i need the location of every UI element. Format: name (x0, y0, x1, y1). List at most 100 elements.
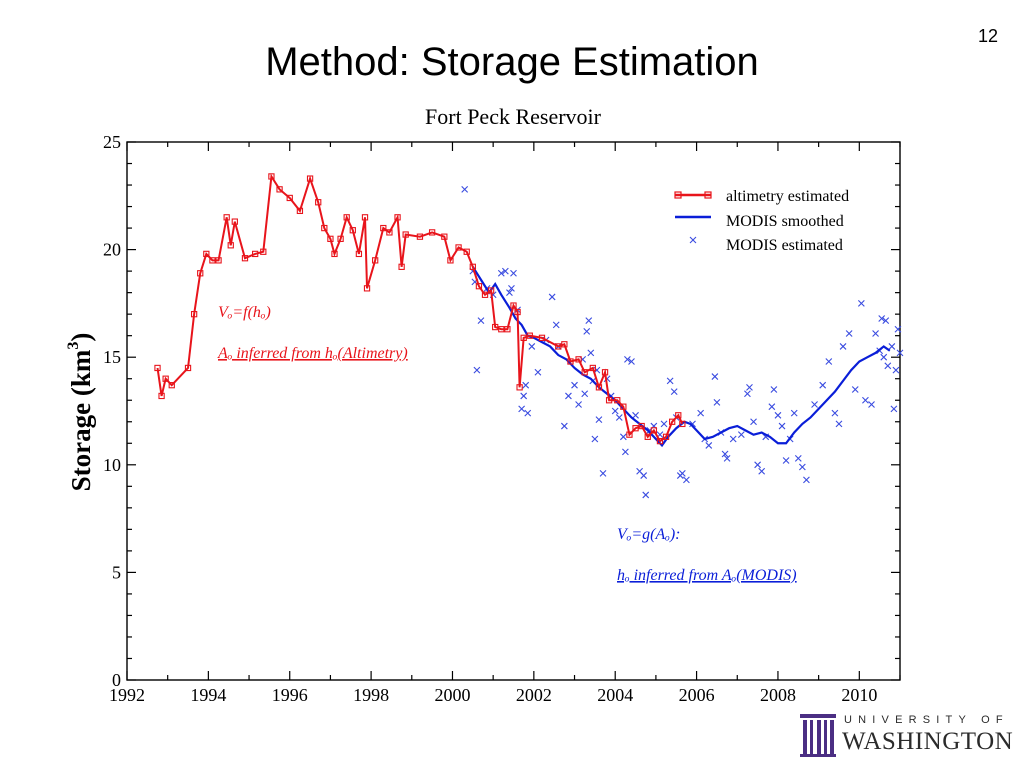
modis-estimated-point (697, 409, 705, 417)
altimetry-point (168, 382, 175, 389)
altimetry-point (343, 214, 350, 221)
x-tick-label: 2006 (679, 685, 715, 705)
altimetry-point (481, 291, 489, 298)
modis-estimated-point (683, 476, 690, 484)
logo-washington-text: WASHINGTON (842, 728, 1014, 755)
modis-estimated-point (642, 491, 650, 499)
modis-estimated-point (510, 269, 517, 277)
altimetry-point (526, 332, 533, 339)
modis-estimated-point (524, 409, 532, 417)
altimetry-point (662, 433, 670, 440)
altimetry-point (349, 227, 356, 234)
y-axis-label-close: ) (66, 333, 96, 342)
altimetry-point (372, 257, 379, 264)
modis-estimated-point (894, 325, 902, 333)
altimetry-point (398, 263, 405, 270)
modis-estimated-point (782, 457, 790, 464)
y-tick-label: 15 (103, 347, 121, 367)
altimetry-point (227, 242, 234, 249)
altimetry-point (514, 308, 521, 316)
altimetry-point (441, 233, 448, 240)
series-layer (154, 173, 904, 499)
modis-estimated-point (632, 411, 639, 419)
altimetry-point (361, 214, 369, 221)
modis-estimated-point (811, 401, 818, 408)
legend-modis-smoothed-label: MODIS smoothed (726, 213, 844, 230)
y-tick-label: 10 (103, 455, 121, 475)
altimetry-point (380, 224, 387, 232)
altimetry-point (669, 418, 676, 425)
uw-w-mark-icon (800, 714, 836, 757)
modis-estimated-point (619, 433, 627, 441)
modis-estimated-point (713, 399, 721, 406)
altimetry-point (321, 224, 328, 232)
modis-estimated-point (552, 321, 560, 329)
plot-frame (126, 141, 901, 681)
altimetry-point (215, 257, 222, 264)
altimetry-point (644, 433, 651, 440)
altimetry-point (447, 257, 454, 264)
modis-estimated-point (565, 392, 572, 400)
modis-estimated-point (872, 330, 879, 337)
modis-estimated-point (640, 472, 648, 479)
modis-estimated-point (857, 300, 865, 307)
modis-estimated-point (798, 463, 806, 471)
altimetry-point (538, 334, 546, 341)
altimetry-point (679, 420, 686, 428)
x-tick-label: 2004 (597, 685, 633, 705)
altimetry-point (337, 235, 344, 242)
altimetry-equation: Vₒ=f(hₒ) (218, 304, 271, 321)
modis-estimated-point (845, 330, 853, 337)
altimetry-point (315, 199, 322, 206)
modis-estimated-point (611, 407, 619, 415)
axis-ticks: 1992 1994 1996 1998 2000 2002 2004 2006 2008 2010… (103, 132, 901, 705)
legend-modis-estimated-label: MODIS estimated (726, 237, 843, 254)
y-axis-label-text: Storage (km (66, 349, 96, 491)
altimetry-point (498, 326, 505, 333)
modis-estimated-point (888, 343, 896, 350)
altimetry-point (416, 233, 424, 240)
altimetry-point (428, 229, 436, 236)
university-logo: UNIVERSITY OF WASHINGTON (798, 712, 1018, 760)
altimetry-annotation: Vₒ=f(hₒ) Aₒ inferred from hₒ(Altimetry) (217, 304, 408, 362)
altimetry-point (675, 412, 682, 419)
legend-modis-estimated-marker (689, 236, 697, 244)
modis-estimated-point (689, 420, 696, 428)
altimetry-point (475, 283, 483, 290)
modis-estimated-point (628, 358, 635, 365)
modis-estimated-point (518, 405, 526, 413)
modis-estimated-point (835, 420, 843, 428)
altimetry-line (156, 173, 684, 443)
x-tick-label: 1992 (109, 685, 145, 705)
altimetry-point (492, 323, 499, 331)
altimetry-note: Aₒ inferred from hₒ(Altimetry) (217, 345, 408, 362)
modis-equation: Vₒ=g(Aₒ): (617, 526, 680, 543)
logo-university-text: UNIVERSITY OF (844, 714, 1009, 726)
modis-estimated-point (851, 386, 859, 393)
modis-annotation: Vₒ=g(Aₒ): hₒ inferred from Aₒ(MODIS) (617, 526, 797, 584)
altimetry-point (561, 341, 568, 348)
altimetry-point (327, 235, 334, 242)
altimetry-point (197, 270, 204, 277)
modis-estimated-point (581, 390, 589, 398)
altimetry-point (184, 364, 192, 372)
x-tick-label: 1998 (353, 685, 389, 705)
modis-estimated-point (768, 403, 776, 411)
modis-estimated-point (825, 358, 833, 365)
altimetry-point (614, 397, 621, 404)
legend-altimetry-marker (674, 191, 682, 199)
modis-estimated-point (878, 315, 886, 322)
modis-estimated-point (670, 388, 678, 396)
modis-estimated-point (746, 383, 753, 391)
modis-estimated-point (520, 392, 528, 400)
legend: altimetry estimated MODIS smoothed MODIS… (674, 188, 849, 254)
modis-estimated-point (624, 355, 631, 363)
modis-estimated-point (862, 396, 869, 404)
modis-estimated-point (754, 461, 761, 469)
altimetry-point (463, 248, 470, 255)
altimetry-point (252, 250, 259, 258)
slide-title: Method: Storage Estimation (265, 40, 759, 84)
chart-title: Fort Peck Reservoir (425, 104, 602, 129)
modis-estimated-point (587, 349, 595, 357)
